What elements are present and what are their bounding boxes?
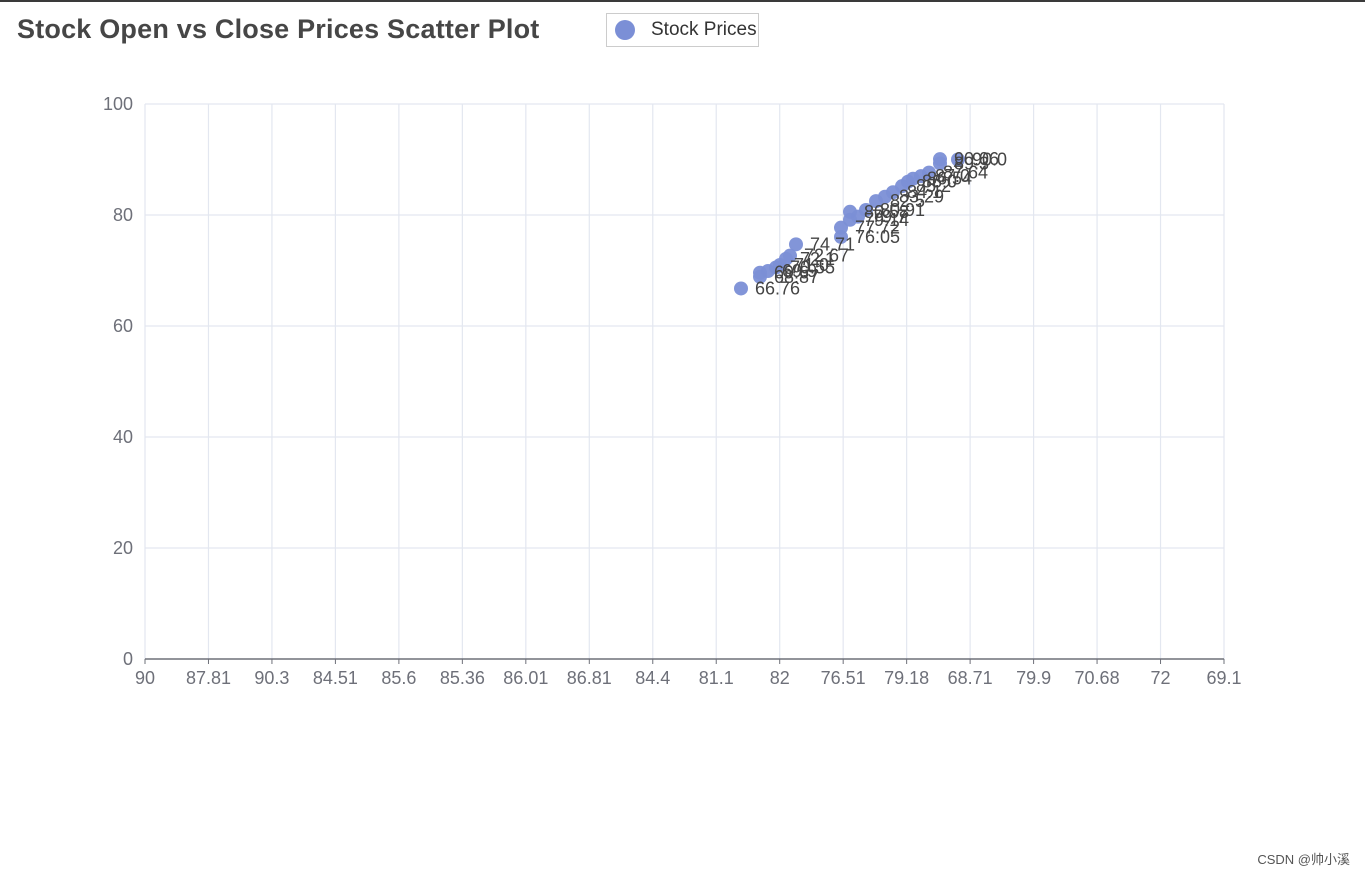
x-tick-label: 82 <box>770 668 790 688</box>
x-tick-label: 87.81 <box>186 668 231 688</box>
data-label: 84.1 <box>907 182 942 202</box>
data-point[interactable] <box>734 281 748 296</box>
y-tick-label: 20 <box>113 538 133 558</box>
x-tick-label: 85.36 <box>440 668 485 688</box>
x-tick-label: 86.81 <box>567 668 612 688</box>
data-label: 87.0 <box>935 166 970 186</box>
data-label: 87.64 <box>943 163 988 183</box>
data-label: 66.76 <box>755 278 800 298</box>
data-label: 86.0 <box>922 172 957 192</box>
data-label: 68.87 <box>774 267 819 287</box>
data-label: 69.9 <box>782 261 817 281</box>
y-tick-label: 60 <box>113 316 133 336</box>
legend-label: Stock Prices <box>651 19 757 40</box>
y-tick-label: 100 <box>103 94 133 114</box>
data-label: 77.72 <box>855 218 900 238</box>
grid-lines <box>145 103 1225 659</box>
data-label: 80.91 <box>880 200 925 220</box>
x-tick-label: 86.01 <box>503 668 548 688</box>
x-tick-label: 84.51 <box>313 668 358 688</box>
legend-marker-icon <box>615 20 635 40</box>
data-label: 70.55 <box>790 257 835 277</box>
data-point[interactable] <box>859 202 873 217</box>
y-tick-label: 80 <box>113 205 133 225</box>
data-label: 90.0 <box>972 150 1007 170</box>
x-tick-label: 81.1 <box>699 668 734 688</box>
data-label: 69.6 <box>774 263 809 283</box>
data-point[interactable] <box>783 248 797 263</box>
data-point[interactable] <box>922 165 936 180</box>
data-label: 85.2 <box>916 176 951 196</box>
data-points[interactable] <box>734 152 965 296</box>
data-label: 86.54 <box>927 169 972 189</box>
data-label: 72.1 <box>800 249 835 269</box>
data-label: 79.14 <box>864 210 909 230</box>
x-tick-label: 72 <box>1151 668 1171 688</box>
data-point[interactable] <box>933 152 947 167</box>
data-label: 83.29 <box>899 187 944 207</box>
data-labels: 66.7668.8769.669.970.5571.072.172.6774.7… <box>755 149 1007 298</box>
x-tick-label: 79.18 <box>884 668 929 688</box>
x-tick-label: 76.51 <box>821 668 866 688</box>
x-tick-label: 68.71 <box>948 668 993 688</box>
x-tick-label: 70.68 <box>1075 668 1120 688</box>
legend-item-stock-prices[interactable]: Stock Prices <box>606 13 759 47</box>
chart-title: Stock Open vs Close Prices Scatter Plot <box>17 14 540 44</box>
y-tick-label: 0 <box>123 649 133 669</box>
data-label: 79.7 <box>872 207 907 227</box>
x-tick-label: 69.1 <box>1206 668 1241 688</box>
data-label: 74.71 <box>810 234 855 254</box>
data-point[interactable] <box>834 220 848 235</box>
x-tick-label: 84.4 <box>635 668 670 688</box>
data-label: 76.05 <box>855 227 900 247</box>
x-tick-label: 85.6 <box>381 668 416 688</box>
data-label: 71.0 <box>794 255 829 275</box>
data-label: 82.5 <box>890 191 925 211</box>
data-label: 90.06 <box>954 149 999 169</box>
y-tick-label: 40 <box>113 427 133 447</box>
data-label: 89.3 <box>954 153 989 173</box>
data-label: 72.67 <box>804 246 849 266</box>
data-point[interactable] <box>951 152 965 167</box>
data-label: 80.58 <box>864 202 909 222</box>
x-tick-label: 79.9 <box>1016 668 1051 688</box>
data-point[interactable] <box>789 237 803 252</box>
watermark: CSDN @帅小溪 <box>1257 852 1350 867</box>
x-tick-label: 90.3 <box>254 668 289 688</box>
x-tick-label: 90 <box>135 668 155 688</box>
axes: 0 20 40 60 80 100 90 87.81 90.3 84.51 85.6 85.36 86.… <box>103 94 1242 688</box>
